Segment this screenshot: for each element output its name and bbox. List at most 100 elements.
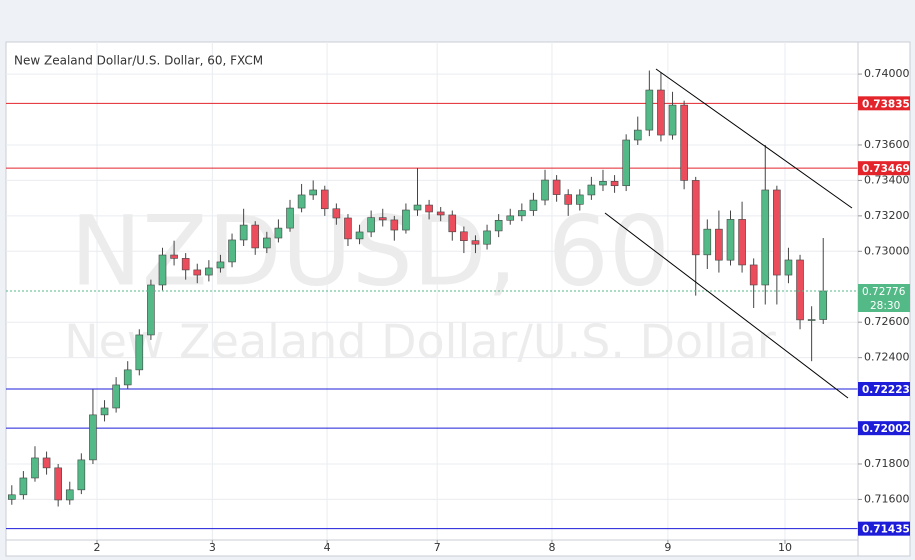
level-label: 0.72223 xyxy=(862,384,910,396)
candle-body xyxy=(599,180,607,186)
candle-body xyxy=(89,414,97,461)
candle-body xyxy=(7,494,16,500)
x-tick-label: 7 xyxy=(434,541,441,554)
watermark: NZDUSD, 60 xyxy=(70,195,670,307)
candle-body xyxy=(390,219,399,231)
candle-body xyxy=(448,214,457,233)
level-label: 0.73835 xyxy=(862,98,910,110)
candle-body xyxy=(796,259,804,321)
candle-body xyxy=(332,208,341,219)
candle-body xyxy=(216,261,225,269)
candle-body xyxy=(761,189,770,286)
candle-body xyxy=(65,489,74,501)
candle-body xyxy=(228,239,236,263)
candle-body xyxy=(344,217,352,240)
candle-body xyxy=(715,228,723,261)
level-label-box xyxy=(858,161,910,176)
candle-body xyxy=(181,258,190,271)
x-tick-label: 3 xyxy=(209,541,216,554)
candle-body xyxy=(251,224,260,249)
candle-body xyxy=(436,211,445,216)
watermark-subtitle: New Zealand Dollar/U.S. Dollar xyxy=(64,315,776,369)
level-label-box xyxy=(858,96,910,111)
candle-body xyxy=(668,104,677,136)
x-tick-label: 2 xyxy=(93,541,100,554)
candle-body xyxy=(123,369,132,386)
candle-body xyxy=(819,290,828,320)
candle-body xyxy=(274,227,283,239)
candle-body xyxy=(564,194,573,205)
candle-body xyxy=(494,219,503,232)
candle-body xyxy=(807,319,816,321)
countdown: 28:30 xyxy=(870,300,900,312)
candle-body xyxy=(378,217,387,221)
candle-body xyxy=(309,189,317,196)
candle-body xyxy=(147,284,155,336)
candle-body xyxy=(610,180,619,187)
x-tick-label: 9 xyxy=(664,541,671,554)
candle-body xyxy=(657,89,665,136)
level-label-box xyxy=(858,382,910,397)
candle-body xyxy=(320,189,329,210)
chart-title: New Zealand Dollar/U.S. Dollar, 60, FXCM xyxy=(14,54,263,68)
candle-body xyxy=(622,139,630,187)
candle-body xyxy=(680,104,688,181)
candle-body xyxy=(42,457,51,469)
candle-body xyxy=(286,207,294,229)
y-tick-label: 0.72600 xyxy=(864,315,910,328)
candle-body xyxy=(633,129,642,141)
candle-body xyxy=(239,224,248,241)
level-label-box xyxy=(858,521,910,536)
candle-body xyxy=(402,209,410,231)
candle-body xyxy=(529,199,538,211)
candle-body xyxy=(135,334,144,371)
candle-body xyxy=(425,204,433,213)
current-price-label: 0.72776 xyxy=(862,286,906,298)
level-label: 0.72002 xyxy=(862,423,910,435)
candle-body xyxy=(460,231,468,241)
y-tick-label: 0.73000 xyxy=(864,244,910,257)
candle-body xyxy=(158,254,167,286)
x-tick-label: 8 xyxy=(548,541,555,554)
level-label: 0.71435 xyxy=(862,524,910,536)
candle-body xyxy=(749,264,758,286)
candle-body xyxy=(355,231,364,240)
candle-body xyxy=(645,89,654,131)
candle-body xyxy=(297,194,306,209)
candle-body xyxy=(31,457,39,479)
candle-body xyxy=(54,467,62,501)
candle-body xyxy=(367,217,375,233)
x-tick-label: 4 xyxy=(324,541,331,554)
y-tick-label: 0.72400 xyxy=(864,351,910,364)
y-tick-label: 0.73600 xyxy=(864,138,910,151)
candle-body xyxy=(784,259,793,276)
trendline xyxy=(604,212,849,399)
y-tick-label: 0.71800 xyxy=(864,457,910,470)
x-tick-label: 10 xyxy=(778,541,792,554)
labels: 0.74000 0.73600 0.73400 0.73200 0.73000 0.726… xyxy=(93,67,910,554)
candle-body xyxy=(19,477,28,496)
y-tick-label: 0.73200 xyxy=(864,209,910,222)
y-tick-label: 0.74000 xyxy=(864,67,910,80)
candle-body xyxy=(506,215,515,221)
level-label-box xyxy=(858,421,910,436)
candle-body xyxy=(205,267,213,276)
candle-body xyxy=(541,179,549,201)
candle-body xyxy=(193,269,202,276)
candle-body xyxy=(691,180,700,256)
candle-body xyxy=(738,219,746,266)
plot-frame xyxy=(5,41,911,557)
candle-body xyxy=(471,240,480,245)
level-label: 0.73469 xyxy=(862,163,910,175)
candle-body xyxy=(575,194,584,205)
candle-body xyxy=(518,210,526,217)
marks xyxy=(6,70,858,530)
trendline xyxy=(655,68,853,209)
candle-body xyxy=(773,189,781,276)
candle-body xyxy=(263,237,271,249)
candle-body xyxy=(170,254,178,259)
candle-body xyxy=(77,459,86,491)
candle-body xyxy=(413,204,422,211)
current-price-box xyxy=(858,284,910,312)
